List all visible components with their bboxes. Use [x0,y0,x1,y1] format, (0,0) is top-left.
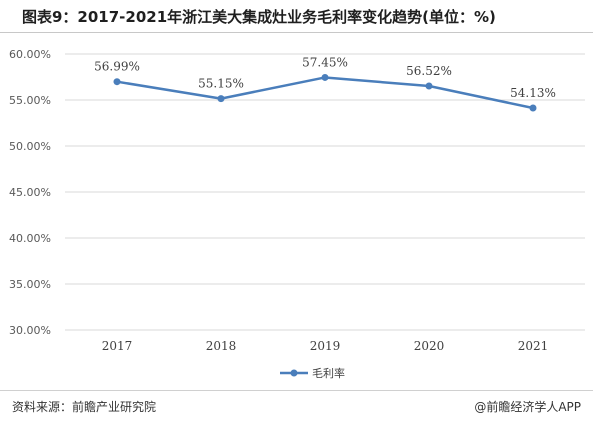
y-tick-label: 50.00% [9,140,51,153]
y-tick-label: 40.00% [9,232,51,245]
x-tick-label: 2020 [414,339,445,353]
legend-label: 毛利率 [312,366,345,380]
title-divider [0,32,593,33]
y-tick-label: 30.00% [9,324,51,337]
data-point [529,104,537,112]
data-label: 55.15% [198,77,244,91]
legend-marker [290,369,298,377]
y-axis-ticks: 60.00% 55.00% 50.00% 45.00% 40.00% 35.00% 30.0… [9,48,51,337]
y-tick-label: 60.00% [9,48,51,61]
y-tick-label: 45.00% [9,186,51,199]
line-chart: 60.00% 55.00% 50.00% 45.00% 40.00% 35.00% 30.0… [9,48,585,380]
data-point [321,73,329,81]
data-point [217,95,225,103]
footer: 资料来源：前瞻产业研究院 @前瞻经济学人APP [0,390,593,421]
data-label: 57.45% [302,55,348,69]
data-point [113,78,121,86]
y-tick-label: 55.00% [9,94,51,107]
data-point [425,82,433,90]
data-label: 56.52% [406,64,452,78]
series-layer [113,73,537,112]
data-label: 56.99% [94,60,140,74]
x-axis-ticks: 2017 2018 2019 2020 2021 [102,339,549,353]
gridlines [65,53,585,331]
x-tick-label: 2021 [518,339,549,353]
source-note: 资料来源：前瞻产业研究院 [12,400,157,414]
y-tick-label: 35.00% [9,278,51,291]
chart-title: 图表9：2017-2021年浙江美大集成灶业务毛利率变化趋势(单位：%) [22,8,496,26]
x-tick-label: 2019 [310,339,341,353]
brand-mark: @前瞻经济学人APP [474,398,581,415]
legend: 毛利率 [280,366,345,380]
x-tick-label: 2018 [206,339,237,353]
data-label: 54.13% [510,86,556,100]
brand-label: @前瞻经济学人APP [474,400,581,414]
x-tick-label: 2017 [102,339,133,353]
series-line [116,76,534,110]
data-labels: 56.99% 55.15% 57.45% 56.52% 54.13% [94,55,556,100]
